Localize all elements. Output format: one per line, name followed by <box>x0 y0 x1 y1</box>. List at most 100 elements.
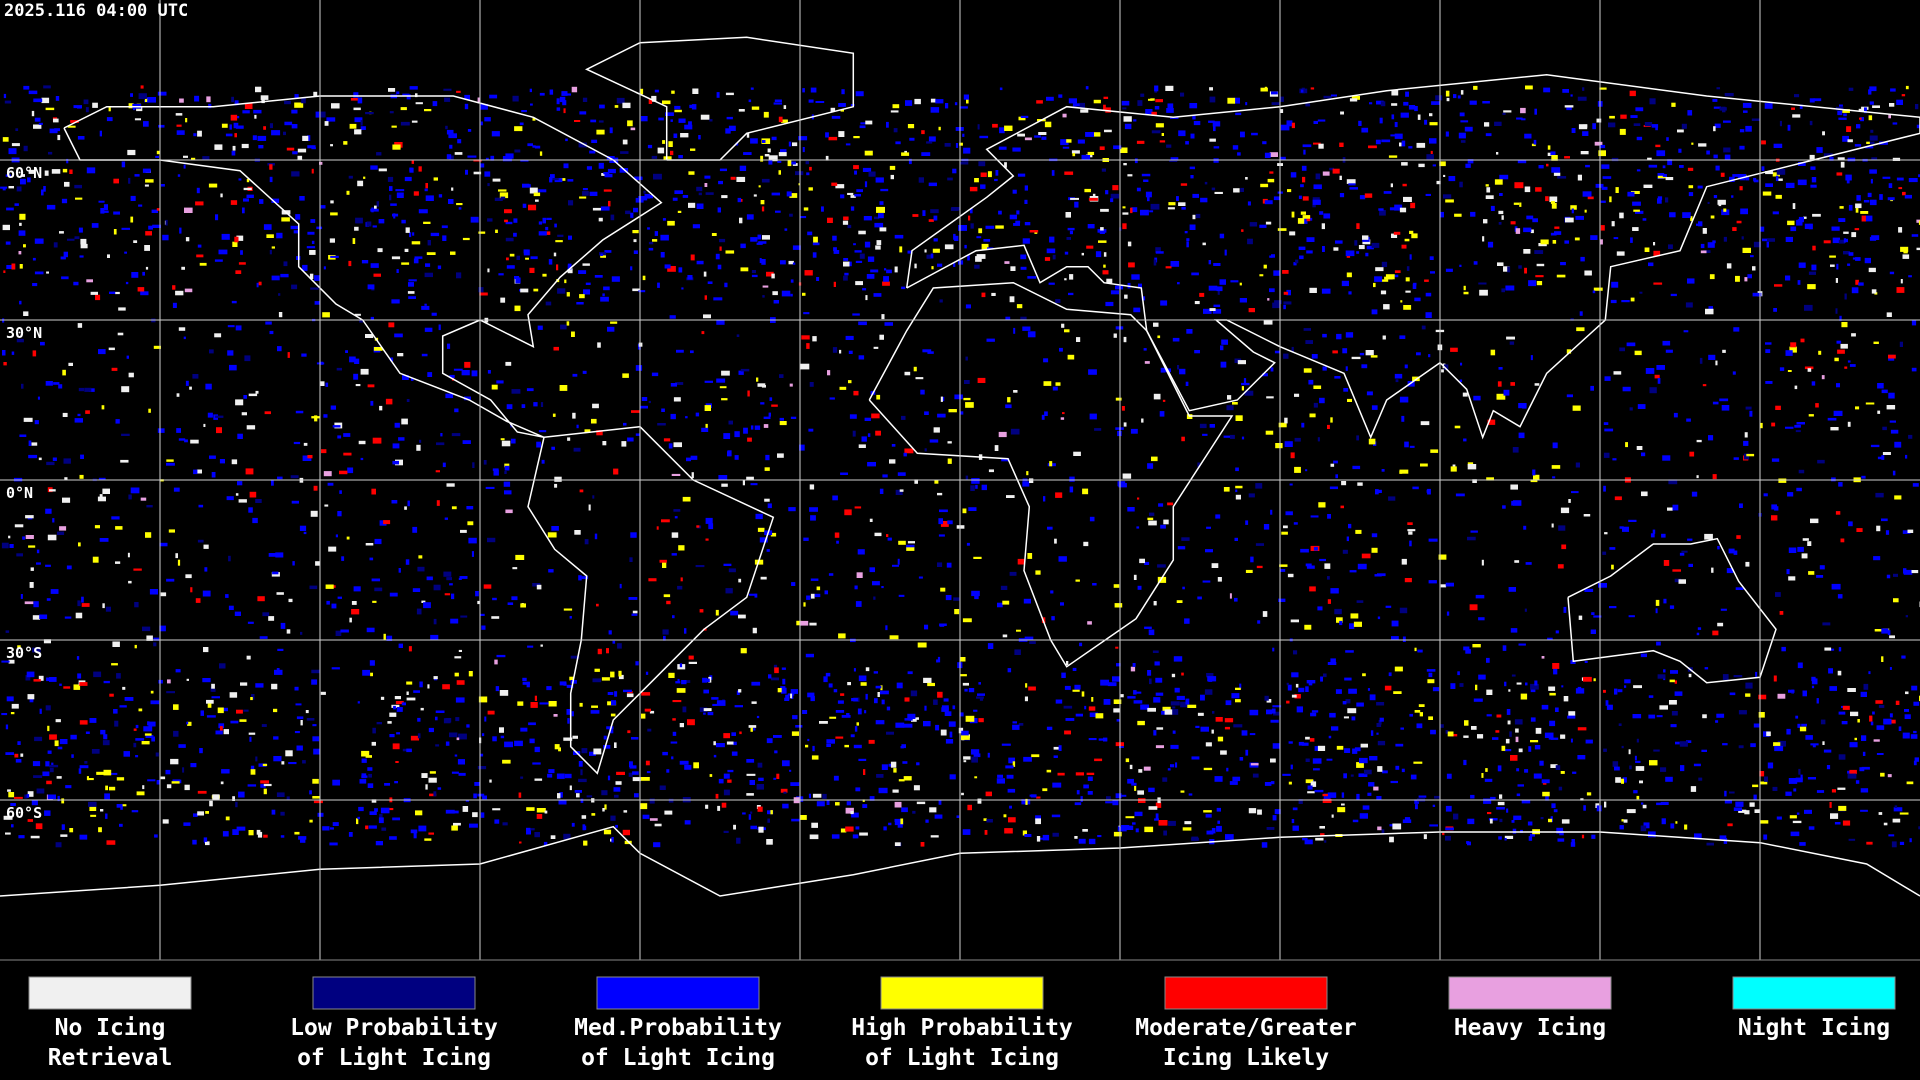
icing-pixel <box>442 235 447 241</box>
icing-pixel <box>220 781 224 785</box>
icing-pixel <box>1494 179 1503 185</box>
icing-pixel <box>938 800 942 805</box>
icing-pixel <box>1553 172 1561 176</box>
icing-pixel <box>1498 222 1502 225</box>
icing-pixel <box>1665 776 1673 782</box>
icing-pixel <box>588 504 591 511</box>
icing-pixel <box>673 397 681 402</box>
icing-pixel <box>1257 620 1261 624</box>
icing-pixel <box>932 248 940 253</box>
icing-pixel <box>1564 240 1569 244</box>
icing-pixel <box>1414 297 1421 302</box>
icing-pixel <box>300 631 303 635</box>
icing-pixel <box>862 167 872 172</box>
icing-pixel <box>1340 505 1344 509</box>
icing-pixel <box>1835 511 1841 515</box>
icing-pixel <box>1611 564 1614 570</box>
icing-pixel <box>1399 607 1408 614</box>
icing-pixel <box>1479 289 1488 296</box>
icing-pixel <box>1264 782 1272 786</box>
icing-pixel <box>1475 594 1485 599</box>
icing-pixel <box>898 540 906 545</box>
icing-pixel <box>1639 780 1643 784</box>
icing-pixel <box>1300 211 1306 215</box>
icing-pixel <box>723 733 730 739</box>
icing-pixel <box>1566 394 1573 398</box>
icing-pixel <box>1023 756 1032 762</box>
icing-pixel <box>1339 142 1344 147</box>
icing-pixel <box>1547 145 1551 150</box>
icing-pixel <box>1717 199 1726 205</box>
icing-pixel <box>645 760 650 766</box>
icing-pixel <box>1295 683 1299 688</box>
icing-pixel <box>1834 822 1841 825</box>
icing-pixel <box>977 693 985 696</box>
icing-pixel <box>1787 220 1795 226</box>
icing-pixel <box>464 361 471 368</box>
icing-pixel <box>1438 554 1447 560</box>
icing-pixel <box>1903 569 1913 575</box>
icing-pixel <box>1704 533 1713 540</box>
icing-pixel <box>1400 727 1404 730</box>
icing-pixel <box>1086 772 1095 775</box>
icing-pixel <box>1256 565 1263 569</box>
coastline <box>63 95 663 439</box>
icing-pixel <box>1295 259 1299 264</box>
icing-pixel <box>868 739 875 744</box>
icing-pixel <box>124 697 134 701</box>
icing-pixel <box>1790 226 1797 232</box>
icing-pixel <box>291 124 298 129</box>
icing-pixel <box>1 713 8 716</box>
icing-pixel <box>347 467 354 474</box>
icing-pixel <box>367 384 375 388</box>
icing-pixel <box>791 818 800 822</box>
icing-pixel <box>246 194 254 198</box>
icing-pixel <box>1826 765 1831 770</box>
icing-pixel <box>1189 224 1196 230</box>
icing-pixel <box>471 370 478 377</box>
icing-pixel <box>77 106 82 109</box>
icing-pixel <box>592 678 602 683</box>
icing-pixel <box>1018 116 1026 121</box>
icing-pixel <box>1464 720 1469 726</box>
icing-pixel <box>1361 553 1371 559</box>
icing-pixel <box>389 712 397 717</box>
icing-pixel <box>103 734 108 740</box>
icing-pixel <box>1308 379 1314 385</box>
icing-pixel <box>1771 458 1780 462</box>
icing-pixel <box>961 730 969 737</box>
icing-pixel <box>1049 461 1053 467</box>
icing-pixel <box>900 746 904 749</box>
icing-pixel <box>1726 263 1732 269</box>
icing-pixel <box>310 510 318 517</box>
icing-pixel <box>572 373 578 377</box>
icing-pixel <box>1064 171 1074 175</box>
icing-pixel <box>263 783 272 787</box>
icing-pixel <box>621 441 627 447</box>
icing-pixel <box>1443 194 1452 199</box>
icing-pixel <box>121 433 130 436</box>
icing-pixel <box>684 124 693 130</box>
icing-pixel <box>1035 570 1041 575</box>
icing-pixel <box>773 102 782 105</box>
icing-pixel <box>443 88 452 91</box>
icing-pixel <box>250 697 253 701</box>
icing-pixel <box>598 162 604 169</box>
icing-pixel <box>1213 263 1221 266</box>
icing-pixel <box>1836 172 1843 176</box>
icing-pixel <box>1555 707 1559 712</box>
icing-pixel <box>884 322 893 326</box>
icing-pixel <box>1504 835 1514 839</box>
icing-pixel <box>927 351 934 354</box>
icing-pixel <box>1687 167 1694 171</box>
icing-pixel <box>592 495 595 499</box>
icing-pixel <box>1882 452 1891 455</box>
icing-pixel <box>359 319 363 323</box>
icing-pixel <box>1864 107 1867 114</box>
icing-pixel <box>1293 522 1298 525</box>
icing-pixel <box>144 184 149 187</box>
icing-pixel <box>413 191 419 196</box>
icing-pixel <box>14 203 19 206</box>
icing-pixel <box>1069 230 1073 235</box>
